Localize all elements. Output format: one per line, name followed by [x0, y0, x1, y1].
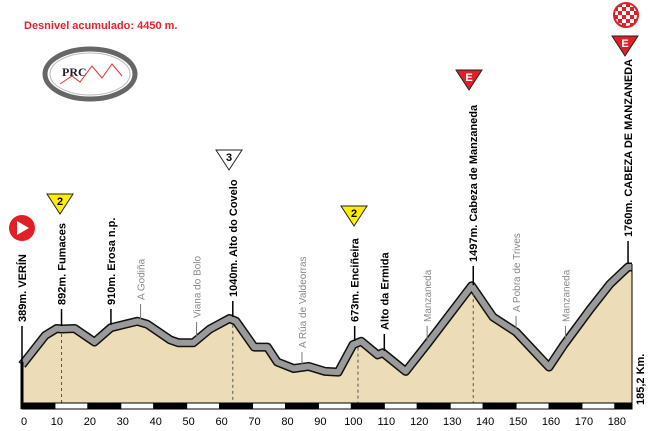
poi-label: Viana do Bolo	[193, 255, 204, 318]
x-tick-label: 0	[21, 416, 27, 428]
axis-segment	[219, 402, 254, 410]
category-3-label: 3	[226, 152, 232, 164]
x-tick-label: 30	[117, 416, 129, 428]
finish-check	[630, 15, 634, 19]
profile-band	[19, 264, 632, 376]
axis-segment	[581, 402, 616, 410]
category-e-label: E	[621, 38, 628, 50]
prc-logo: PRC	[42, 46, 138, 102]
x-tick-label: 170	[575, 416, 593, 428]
x-tick-label: 180	[608, 416, 626, 428]
axis-segment	[54, 402, 89, 410]
x-tick-label: 110	[378, 416, 396, 428]
x-tick-label: 120	[410, 416, 428, 428]
finish-ring	[613, 2, 639, 28]
axis-segment	[153, 402, 188, 410]
axis-segment	[186, 402, 221, 410]
x-tick-label: 90	[314, 416, 326, 428]
x-tick-label: 140	[476, 416, 494, 428]
poi-label: 910m. Erosa n.p.	[106, 218, 118, 305]
axis-segment	[383, 402, 418, 410]
x-tick-label: 40	[150, 416, 162, 428]
category-3-icon	[215, 149, 243, 171]
poi-label: 389m. VERÍN	[16, 254, 29, 322]
axis-segment	[416, 402, 451, 410]
poi-label: 892m. Fumaces	[57, 223, 69, 305]
finish-check	[626, 3, 630, 7]
poi-label: Manzaneda	[561, 269, 572, 322]
category-e-label: E	[465, 72, 472, 84]
finish-check	[618, 19, 622, 23]
finish-check	[618, 11, 622, 15]
poi-label: A Pobra de Trives	[512, 233, 523, 312]
poi-label: A Rúa de Valdeorras	[298, 256, 309, 348]
axis-segment	[284, 402, 319, 410]
finish-check	[634, 11, 638, 15]
finish-check	[630, 7, 634, 11]
category-2-icon	[46, 193, 74, 215]
x-tick-label: 20	[84, 416, 96, 428]
axis-segment	[548, 402, 583, 410]
poi-label: 673m. Enciñeira	[350, 237, 362, 322]
poi-label: Manzaneda	[423, 269, 434, 322]
finish-check	[614, 15, 618, 19]
start-arrow-icon	[17, 221, 29, 235]
axis-segment	[482, 402, 517, 410]
finish-check	[622, 23, 626, 27]
axis-segment	[317, 402, 352, 410]
category-e-icon	[455, 69, 483, 91]
cumulative-elevation-gain: Desnivel acumulado: 4450 m.	[24, 20, 178, 32]
x-tick-label: 80	[281, 416, 293, 428]
poi-label: 1497m. Cabeza de Manzaneda	[468, 104, 480, 262]
x-tick-label: 150	[509, 416, 527, 428]
axis-segment	[350, 402, 385, 410]
axis-segment	[21, 402, 56, 410]
x-tick-label: 100	[344, 416, 362, 428]
axis-segment	[449, 402, 484, 410]
axis-segment	[87, 402, 122, 410]
x-tick-label: 60	[215, 416, 227, 428]
finish-checkered-icon	[614, 3, 638, 27]
axis-segment	[614, 402, 633, 410]
axis-segment	[252, 402, 286, 410]
category-2-icon	[340, 205, 368, 227]
poi-label: Alto da Ermida	[379, 251, 391, 330]
poi-label: 1760m. CABEZA DE MANZANEDA	[623, 59, 635, 237]
axis-segment	[515, 402, 550, 410]
finish-check	[622, 15, 626, 19]
x-tick-label: 160	[542, 416, 560, 428]
poi-label: 1040m. Alto do Covelo	[228, 179, 240, 297]
category-2-label: 2	[57, 196, 63, 208]
finish-check	[622, 7, 626, 11]
category-2-label: 2	[351, 208, 357, 220]
finish-check	[626, 19, 630, 23]
x-tick-label: 130	[443, 416, 461, 428]
category-e-icon	[611, 35, 639, 57]
x-tick-label: 10	[51, 416, 63, 428]
poi-label: A Godiña	[137, 258, 148, 300]
finish-check	[626, 11, 630, 15]
axis-segment	[120, 402, 155, 410]
x-tick-label: 50	[183, 416, 195, 428]
x-tick-label: 70	[248, 416, 260, 428]
logo-text: PRC	[62, 65, 87, 79]
distance-label: 185,2 Km.	[635, 354, 647, 405]
